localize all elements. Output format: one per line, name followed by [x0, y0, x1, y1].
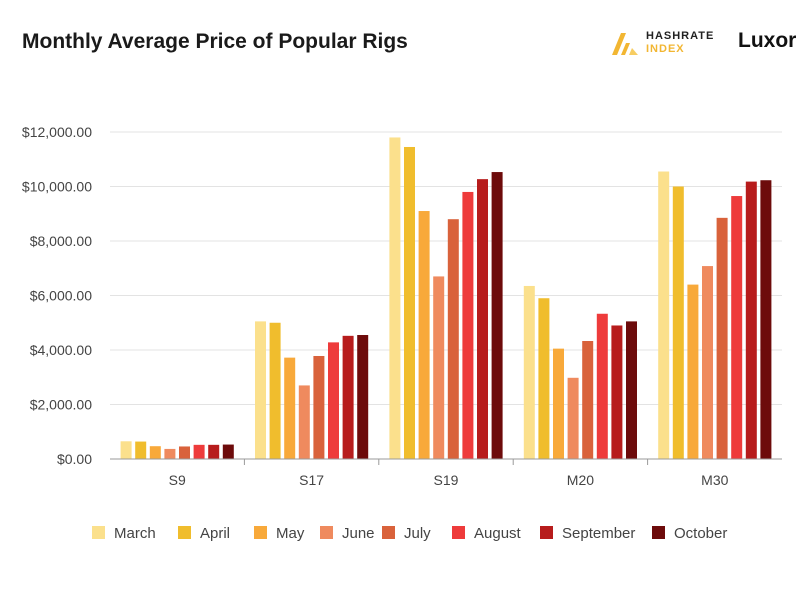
legend-swatch-may	[254, 526, 267, 539]
grid-lines	[110, 131, 782, 405]
bar-s19-march	[389, 137, 401, 459]
bar-s17-may	[284, 357, 296, 459]
legend-swatch-september	[540, 526, 553, 539]
legend-label-march: March	[114, 525, 156, 542]
legend-label-july: July	[404, 525, 431, 542]
bar-m20-september	[611, 325, 623, 459]
legend-swatch-october	[652, 526, 665, 539]
bar-m30-september	[745, 181, 757, 459]
bar-m20-october	[626, 321, 637, 459]
bars	[120, 137, 772, 460]
x-category-label: S9	[169, 472, 186, 488]
bar-s9-july	[179, 446, 190, 459]
y-tick-label: $2,000.00	[30, 397, 92, 413]
bar-s17-september	[342, 335, 354, 459]
bar-m30-june	[702, 266, 713, 459]
bar-m20-july	[582, 341, 594, 459]
bar-s19-april	[404, 146, 415, 460]
bar-s9-october	[222, 444, 234, 459]
hashrate-brand-subname: INDEX	[646, 43, 685, 55]
luxor-brand: Luxor	[738, 29, 797, 52]
bar-s19-september	[477, 179, 488, 459]
legend-swatch-march	[92, 526, 105, 539]
bar-m20-april	[538, 298, 550, 459]
y-tick-label: $6,000.00	[30, 288, 92, 304]
bar-m20-august	[596, 313, 608, 459]
bar-s17-october	[357, 335, 369, 459]
y-tick-label: $0.00	[57, 451, 92, 467]
bar-s19-july	[447, 219, 459, 459]
legend-label-june: June	[342, 525, 375, 542]
bar-s19-june	[433, 276, 445, 459]
bar-s19-may	[418, 211, 430, 459]
bar-m30-april	[672, 186, 684, 459]
bar-s9-april	[135, 441, 147, 459]
bar-m30-july	[716, 217, 728, 459]
y-axis-tick-labels: $0.00 $2,000.00 $4,000.00 $6,000.00 $8,000.0…	[22, 124, 92, 467]
chart-title: Monthly Average Price of Popular Rigs	[22, 30, 408, 53]
bar-m20-march	[523, 285, 535, 459]
x-category-label: S19	[434, 472, 459, 488]
legend-swatch-august	[452, 526, 465, 539]
legend-swatch-july	[382, 526, 395, 539]
legend: March April May June July August September Octo…	[92, 525, 727, 542]
bar-s9-may	[149, 446, 161, 459]
legend-swatch-april	[178, 526, 191, 539]
bar-m20-may	[553, 348, 564, 459]
bar-s17-august	[328, 342, 339, 459]
legend-label-october: October	[674, 525, 727, 542]
x-category-label: M20	[567, 472, 594, 488]
bar-m30-march	[658, 171, 670, 459]
legend-swatch-june	[320, 526, 333, 539]
x-axis	[110, 458, 782, 465]
bar-s17-march	[255, 321, 266, 459]
bar-s19-october	[491, 172, 503, 459]
hashrate-index-logo-icon	[612, 33, 638, 55]
bar-s9-august	[193, 444, 205, 459]
bar-s17-april	[269, 322, 281, 459]
y-tick-label: $4,000.00	[30, 342, 92, 358]
bar-s17-june	[298, 385, 310, 459]
bar-s9-june	[164, 448, 176, 459]
legend-label-september: September	[562, 525, 635, 542]
x-category-label: M30	[701, 472, 728, 488]
bar-m30-may	[687, 284, 699, 459]
hashrate-brand-name: HASHRATE	[646, 30, 715, 42]
bar-s9-september	[208, 444, 220, 459]
x-axis-category-labels: S9 S17 S19 M20 M30	[169, 472, 729, 488]
legend-label-may: May	[276, 525, 305, 542]
bar-m30-august	[731, 196, 743, 459]
legend-label-august: August	[474, 525, 522, 542]
bar-s17-july	[313, 355, 325, 459]
bar-s9-march	[120, 441, 132, 459]
bar-m30-october	[760, 180, 772, 460]
y-tick-label: $12,000.00	[22, 124, 92, 140]
bar-s19-august	[462, 191, 474, 459]
hashrate-index-brand: HASHRATE INDEX	[612, 30, 714, 56]
legend-label-april: April	[200, 525, 230, 542]
y-tick-label: $8,000.00	[30, 233, 92, 249]
x-category-label: S17	[299, 472, 324, 488]
y-tick-label: $10,000.00	[22, 179, 92, 195]
bar-m20-june	[567, 377, 579, 459]
